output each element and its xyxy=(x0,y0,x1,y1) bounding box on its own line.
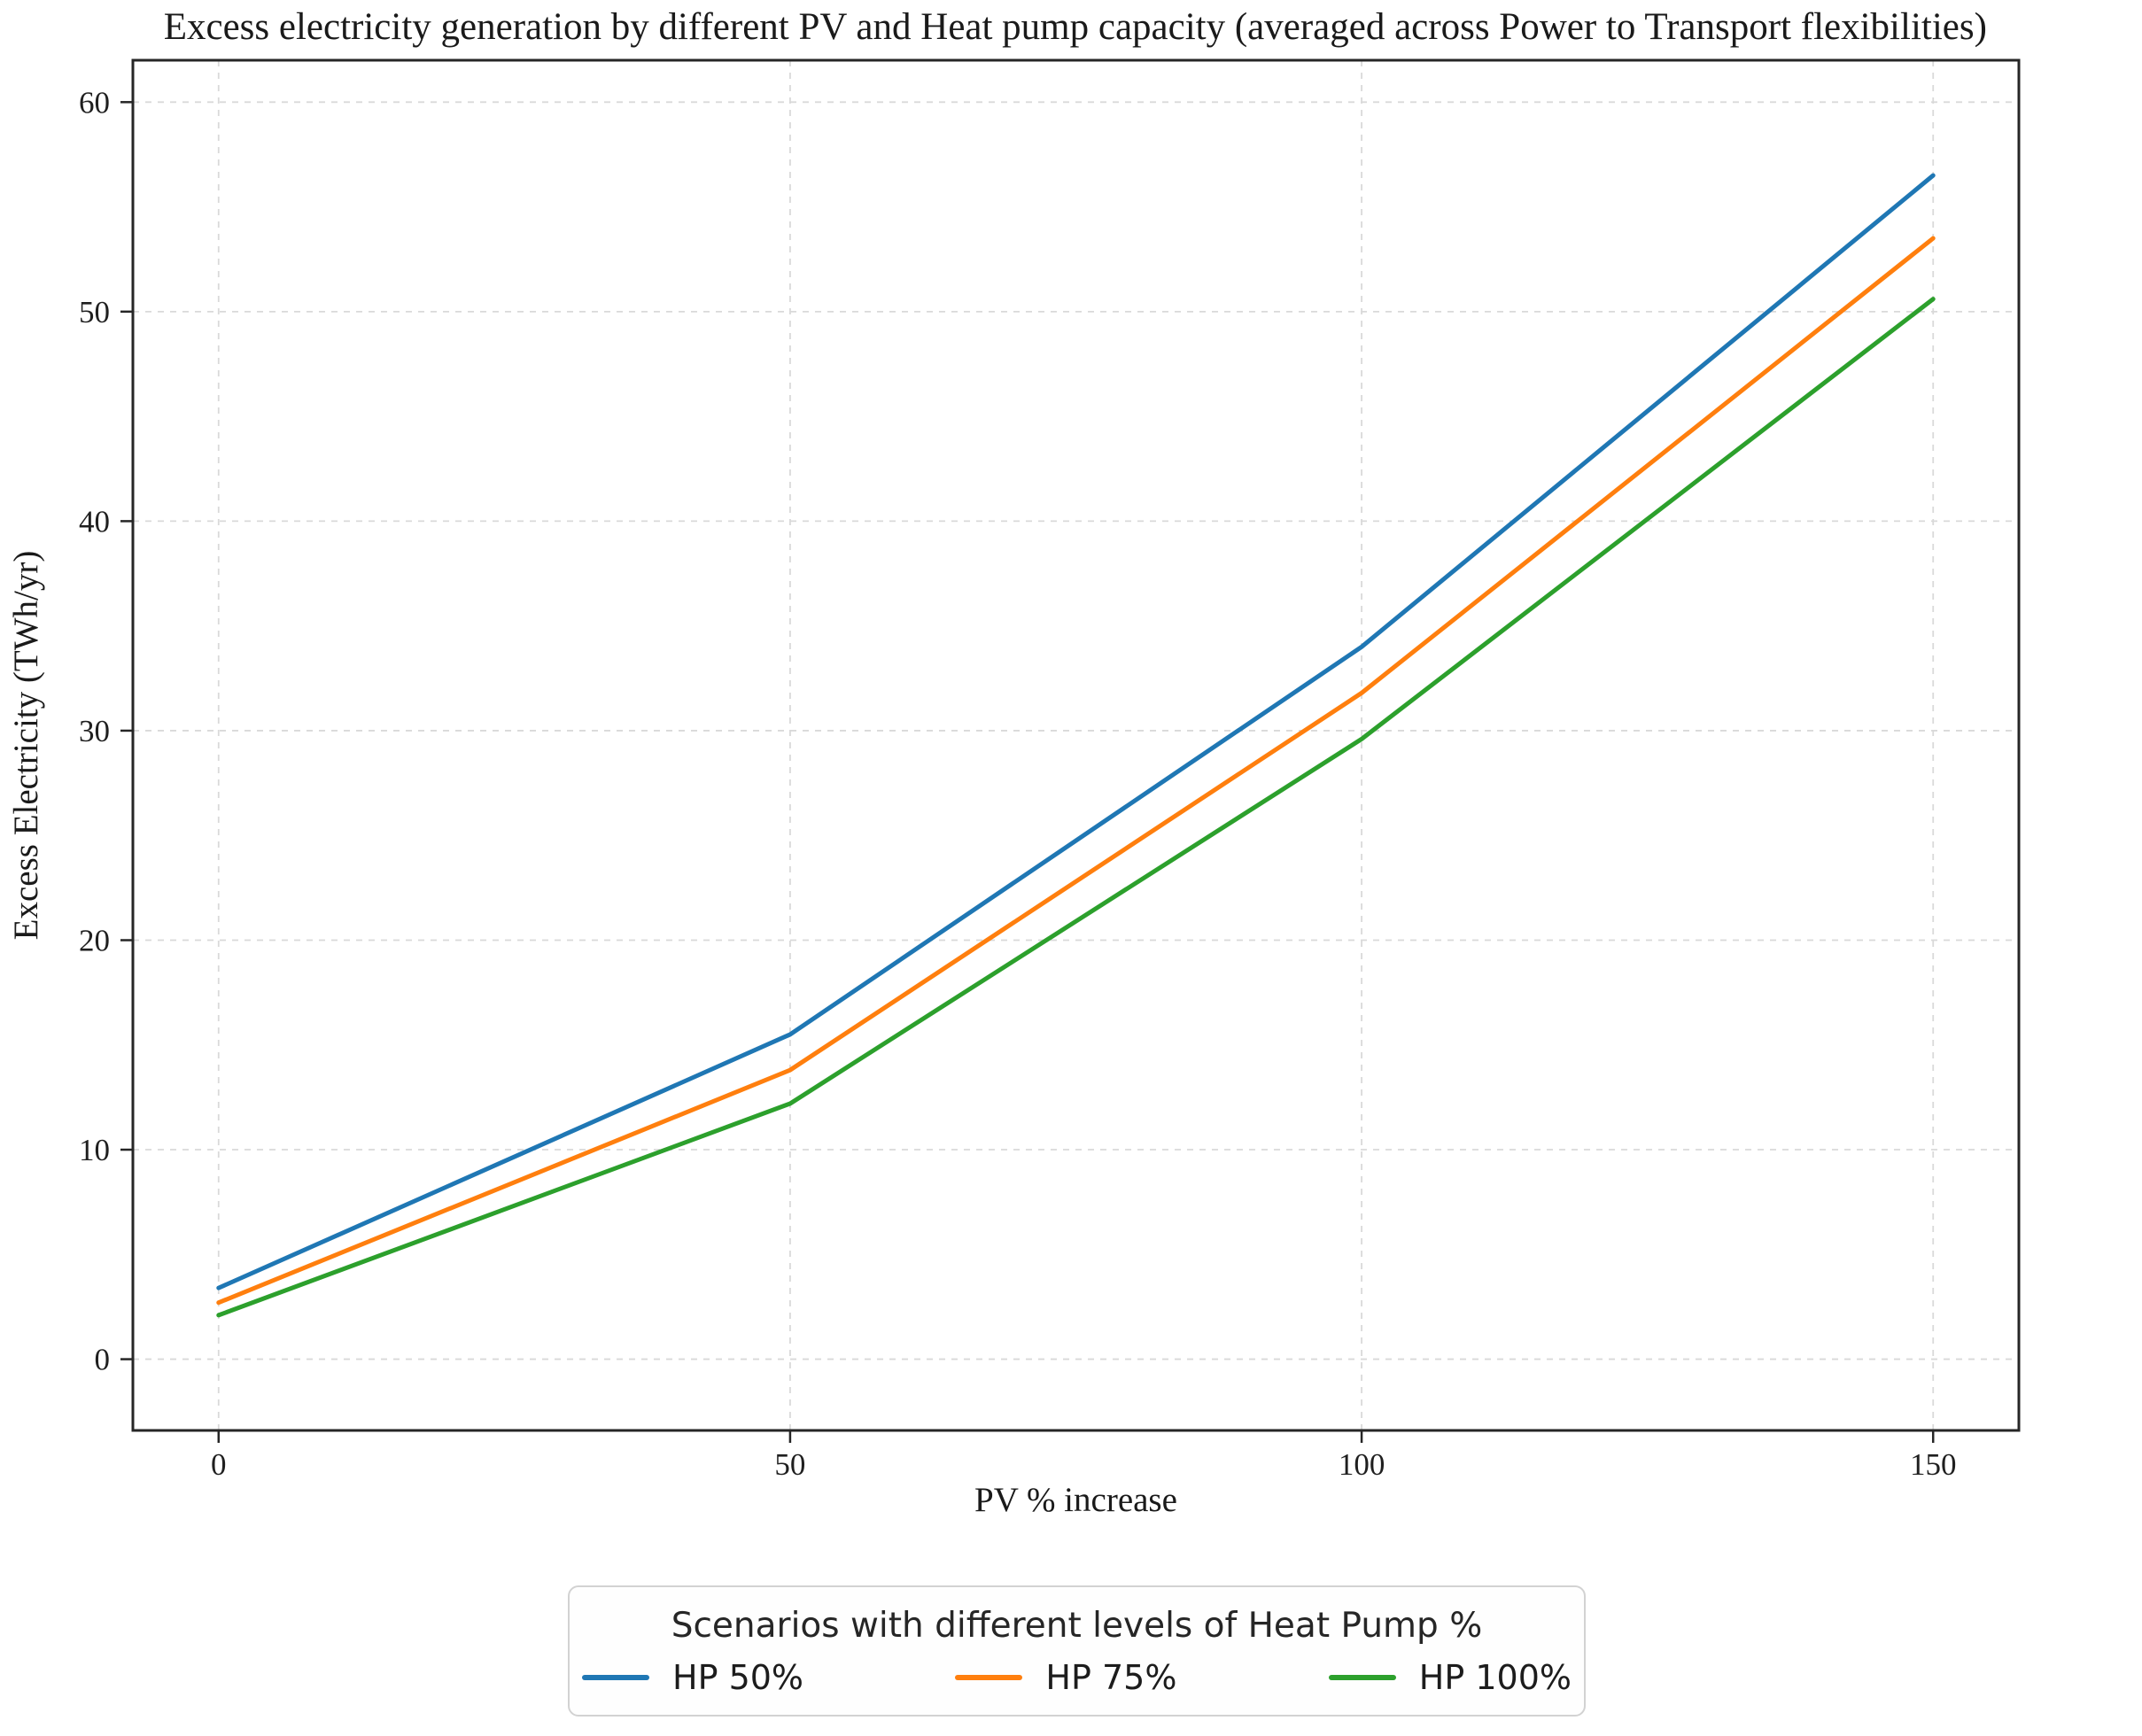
legend-title: Scenarios with different levels of Heat … xyxy=(671,1605,1483,1646)
y-tick-label: 0 xyxy=(95,1343,111,1377)
y-tick-label: 40 xyxy=(79,504,110,539)
line-hp-75- xyxy=(216,236,1936,1306)
legend: Scenarios with different levels of Heat … xyxy=(568,1585,1586,1717)
y-tick-label: 20 xyxy=(79,923,110,957)
gridlines xyxy=(133,60,2019,1430)
legend-swatch-hp-50- xyxy=(582,1674,649,1680)
x-tick-label: 150 xyxy=(1910,1447,1957,1482)
legend-label: HP 75% xyxy=(1045,1657,1177,1697)
line-hp-100- xyxy=(216,297,1936,1318)
legend-entry: HP 100% xyxy=(1328,1657,1572,1697)
y-tick-label: 30 xyxy=(79,714,110,748)
x-tick-label: 50 xyxy=(774,1447,805,1482)
y-tick-label: 60 xyxy=(79,85,110,120)
axis-ticks xyxy=(120,101,1935,1443)
legend-entries: HP 50% HP 75% HP 100% xyxy=(570,1658,1584,1697)
legend-entry: HP 75% xyxy=(955,1658,1176,1697)
y-axis-label: Excess Electricity (TWh/yr) xyxy=(7,551,45,941)
legend-swatch-hp-75- xyxy=(955,1674,1023,1680)
x-axis-label: PV % increase xyxy=(974,1481,1177,1519)
legend-swatch-hp-100- xyxy=(1328,1674,1396,1680)
line-hp-50- xyxy=(216,173,1936,1290)
legend-label: HP 50% xyxy=(672,1657,804,1697)
legend-label: HP 100% xyxy=(1418,1657,1572,1697)
plot-border xyxy=(131,58,2021,1432)
data-series xyxy=(216,173,1936,1318)
x-tick-label: 0 xyxy=(211,1447,227,1482)
legend-entry: HP 50% xyxy=(582,1658,803,1697)
y-tick-label: 50 xyxy=(79,295,110,329)
y-tick-label: 10 xyxy=(79,1133,110,1167)
chart-title: Excess electricity generation by differe… xyxy=(163,6,1987,48)
x-tick-label: 100 xyxy=(1339,1447,1385,1482)
axis-tick-labels: 0 50 100 150 0 10 20 30 40 50 60 xyxy=(79,85,1956,1482)
